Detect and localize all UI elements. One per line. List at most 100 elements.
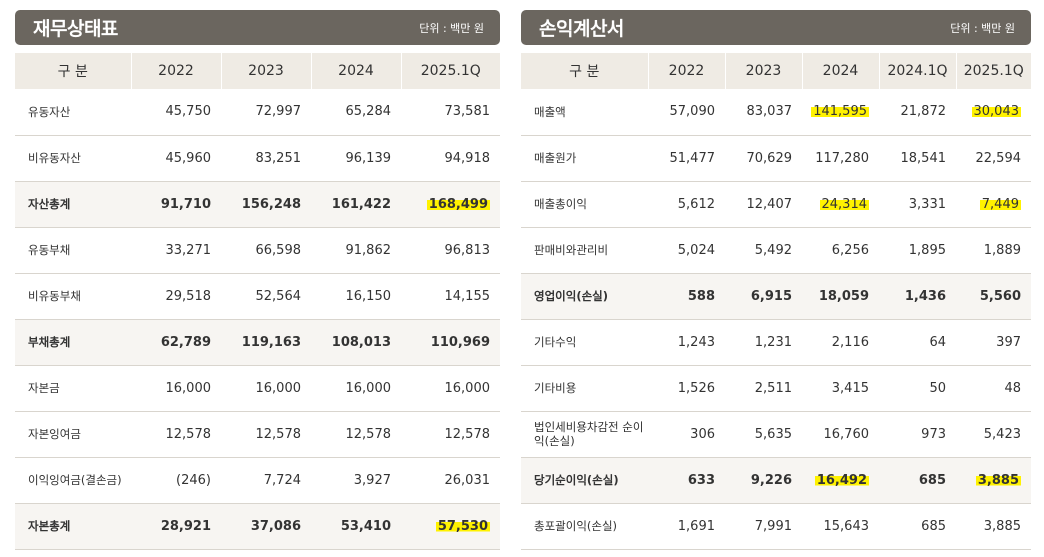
row-label: 영업이익(손실) <box>534 289 608 303</box>
cell-text: 16,000 <box>444 380 491 396</box>
cell-text: 6,915 <box>750 288 792 304</box>
cell-text: 5,635 <box>754 426 792 442</box>
table-row: 기타수익 1,243 1,231 2,116 64 397 <box>521 319 1031 365</box>
cell-text: 28,921 <box>160 518 211 534</box>
cell-text: 62,789 <box>160 334 211 350</box>
table-row: 유동자산 45,750 72,997 65,284 73,581 <box>15 89 500 135</box>
cell-text: 397 <box>996 334 1021 350</box>
table-row: 자본금 16,000 16,000 16,000 16,000 <box>15 365 500 411</box>
cell-text: 6,256 <box>831 242 869 258</box>
cell-value: 110,969 <box>401 319 500 365</box>
cell-text: 633 <box>687 472 715 488</box>
cell-value: 6,256 <box>802 227 879 273</box>
cell-text: 685 <box>918 472 946 488</box>
cell-text: 2,116 <box>831 334 869 350</box>
cell-value: 62,789 <box>131 319 221 365</box>
cell-value: 141,595 <box>802 89 879 135</box>
cell-value: 1,436 <box>879 273 956 319</box>
cell-text: 64 <box>929 334 946 350</box>
cell-value: 5,024 <box>648 227 725 273</box>
cell-text: 156,248 <box>241 196 301 212</box>
cell-text: 50 <box>929 380 946 396</box>
cell-value: 6,915 <box>725 273 802 319</box>
row-label: 매출원가 <box>534 151 577 165</box>
table-row: 자본총계 28,921 37,086 53,410 57,530 <box>15 503 500 549</box>
column-header: 2023 <box>220 53 311 89</box>
cell-value: 12,578 <box>221 411 311 457</box>
cell-value: 15,643 <box>802 503 879 549</box>
cell-value: 73,581 <box>401 89 500 135</box>
cell-text: 33,271 <box>165 242 212 258</box>
cell-value: 33,271 <box>131 227 221 273</box>
cell-text: 57,530 <box>435 518 490 534</box>
cell-text: 73,581 <box>444 104 491 120</box>
cell-value: 12,578 <box>401 411 500 457</box>
cell-text: 973 <box>921 426 946 442</box>
column-header: 2025.1Q <box>955 53 1031 89</box>
cell-text: 12,578 <box>165 426 212 442</box>
cell-value: 2,116 <box>802 319 879 365</box>
cell-text: 18,059 <box>818 288 869 304</box>
cell-text: 7,449 <box>979 196 1021 212</box>
cell-value: 161,422 <box>311 181 401 227</box>
cell-text: 45,750 <box>165 104 212 120</box>
row-label: 자본총계 <box>28 519 71 533</box>
cell-text: 96,813 <box>444 242 491 258</box>
cell-text: 48 <box>1004 380 1021 396</box>
cell-text: 5,024 <box>677 242 715 258</box>
row-label: 이익잉여금(결손금) <box>28 473 122 487</box>
cell-value: 5,423 <box>956 411 1031 457</box>
cell-value: 2,511 <box>725 365 802 411</box>
cell-value: 7,991 <box>725 503 802 549</box>
cell-text: 21,872 <box>900 104 947 120</box>
row-label: 기타수익 <box>534 335 577 349</box>
cell-text: (246) <box>176 472 211 488</box>
cell-text: 1,691 <box>677 518 715 534</box>
cell-value: 30,043 <box>956 89 1031 135</box>
cell-value: 3,415 <box>802 365 879 411</box>
column-header: 2024 <box>801 53 879 89</box>
cell-value: 1,889 <box>956 227 1031 273</box>
cell-value: 3,885 <box>956 457 1031 503</box>
column-header: 2024 <box>310 53 401 89</box>
cell-text: 29,518 <box>165 288 212 304</box>
cell-text: 5,612 <box>677 196 715 212</box>
cell-value: 5,612 <box>648 181 725 227</box>
cell-value: 57,530 <box>401 503 500 549</box>
cell-text: 1,895 <box>908 242 946 258</box>
cell-text: 83,037 <box>746 104 793 120</box>
cell-value: 9,226 <box>725 457 802 503</box>
balance-sheet-unit: 단위 : 백만 원 <box>419 21 484 35</box>
cell-value: 1,691 <box>648 503 725 549</box>
balance-sheet-header: 재무상태표 단위 : 백만 원 <box>15 10 500 45</box>
cell-value: 16,000 <box>131 365 221 411</box>
table-row: 영업이익(손실) 588 6,915 18,059 1,436 5,560 <box>521 273 1031 319</box>
cell-text: 5,423 <box>983 426 1021 442</box>
row-label: 자본잉여금 <box>28 427 81 441</box>
row-label: 자산총계 <box>28 197 71 211</box>
cell-value: 3,927 <box>311 457 401 503</box>
cell-text: 30,043 <box>971 104 1021 120</box>
table-row: 자본잉여금 12,578 12,578 12,578 12,578 <box>15 411 500 457</box>
cell-value: 64 <box>879 319 956 365</box>
cell-text: 3,927 <box>353 472 391 488</box>
cell-value: 96,813 <box>401 227 500 273</box>
cell-text: 1,889 <box>983 242 1021 258</box>
cell-value: 16,150 <box>311 273 401 319</box>
cell-text: 22,594 <box>975 150 1022 166</box>
cell-value: 108,013 <box>311 319 401 365</box>
cell-text: 26,031 <box>444 472 491 488</box>
cell-value: 96,139 <box>311 135 401 181</box>
cell-value: 50 <box>879 365 956 411</box>
cell-value: 156,248 <box>221 181 311 227</box>
cell-text: 91,862 <box>345 242 392 258</box>
cell-text: 7,724 <box>263 472 301 488</box>
column-header: 2022 <box>130 53 221 89</box>
cell-value: 37,086 <box>221 503 311 549</box>
cell-value: 45,750 <box>131 89 221 135</box>
cell-text: 94,918 <box>444 150 491 166</box>
cell-value: 16,760 <box>802 411 879 457</box>
cell-text: 52,564 <box>255 288 302 304</box>
cell-value: 22,594 <box>956 135 1031 181</box>
cell-text: 16,000 <box>255 380 302 396</box>
